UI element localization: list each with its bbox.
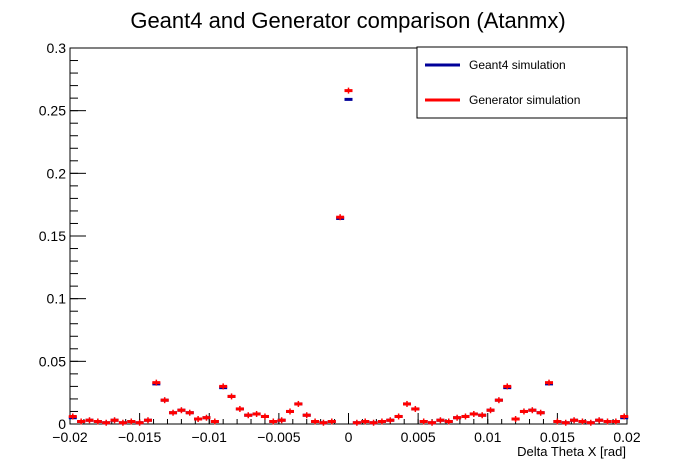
generator-point — [528, 407, 537, 414]
generator-point — [444, 418, 453, 425]
generator-point — [595, 417, 604, 424]
legend-label-geant4: Geant4 simulation — [469, 58, 566, 72]
generator-point — [327, 418, 336, 425]
y-axis: 0 0.05 0.1 0.15 0.2 0.25 0.3 — [39, 40, 86, 432]
x-tick-label: −0.005 — [257, 429, 300, 445]
generator-point — [302, 412, 311, 419]
y-tick-label: 0.1 — [47, 291, 67, 307]
generator-point — [260, 413, 269, 420]
generator-point — [536, 409, 545, 416]
generator-point — [311, 418, 320, 425]
generator-point — [419, 418, 428, 425]
generator-point — [152, 379, 161, 386]
generator-point — [277, 417, 286, 424]
generator-point — [352, 419, 361, 426]
generator-point — [202, 414, 211, 421]
generator-point — [135, 419, 144, 426]
generator-point — [336, 214, 345, 221]
generator-point — [102, 419, 111, 426]
x-tick-label: −0.01 — [192, 429, 228, 445]
y-tick-label: 0.3 — [47, 40, 67, 56]
generator-point — [169, 409, 178, 416]
x-axis: −0.02 −0.015 −0.01 −0.005 0 0.005 0.01 0.015 0.0… — [52, 413, 641, 445]
generator-point — [503, 383, 512, 390]
generator-point — [519, 408, 528, 415]
generator-point — [68, 413, 77, 420]
generator-point — [394, 413, 403, 420]
generator-point — [344, 87, 353, 94]
generator-point — [194, 415, 203, 422]
generator-point — [235, 405, 244, 412]
generator-point — [127, 418, 136, 425]
generator-point — [244, 412, 253, 419]
generator-point — [210, 418, 219, 425]
generator-point — [411, 405, 420, 412]
generator-point — [286, 408, 295, 415]
generator-point — [402, 400, 411, 407]
x-tick-label: −0.015 — [118, 429, 161, 445]
generator-point — [77, 418, 86, 425]
generator-point — [570, 417, 579, 424]
legend: Geant4 simulation Generator simulation — [416, 46, 628, 119]
x-tick-label: 0.015 — [540, 429, 575, 445]
y-tick-label: 0 — [58, 416, 66, 432]
generator-point — [110, 417, 119, 424]
generator-point — [461, 413, 470, 420]
generator-point — [252, 410, 261, 417]
generator-point — [160, 397, 169, 404]
generator-point — [436, 417, 445, 424]
generator-point — [319, 419, 328, 426]
generator-point — [361, 418, 370, 425]
y-tick-label: 0.05 — [39, 353, 66, 369]
generator-point — [294, 400, 303, 407]
plot-area — [68, 87, 629, 426]
legend-label-generator: Generator simulation — [469, 93, 580, 107]
generator-point — [486, 407, 495, 414]
x-tick-label: −0.02 — [52, 429, 88, 445]
chart-title: Geant4 and Generator comparison (Atanmx) — [130, 8, 565, 33]
y-tick-label: 0.25 — [39, 103, 66, 119]
y-tick-label: 0.15 — [39, 228, 66, 244]
generator-point — [428, 419, 437, 426]
generator-point — [578, 418, 587, 425]
generator-point — [469, 410, 478, 417]
generator-point — [377, 418, 386, 425]
generator-point — [386, 417, 395, 424]
x-tick-label: 0.01 — [474, 429, 501, 445]
generator-point — [93, 418, 102, 425]
generator-point — [143, 417, 152, 424]
generator-point — [453, 414, 462, 421]
generator-point — [611, 418, 620, 425]
legend-box — [416, 46, 628, 119]
x-axis-title: Delta Theta X [rad] — [517, 444, 626, 459]
x-tick-label: 0.02 — [613, 429, 640, 445]
generator-point — [118, 419, 127, 426]
generator-point — [177, 407, 186, 414]
x-tick-label: 0 — [345, 429, 353, 445]
generator-point — [511, 415, 520, 422]
generator-point — [369, 419, 378, 426]
y-tick-label: 0.2 — [47, 165, 67, 181]
generator-point — [561, 419, 570, 426]
generator-point — [586, 419, 595, 426]
generator-point — [85, 417, 94, 424]
generator-point — [219, 383, 228, 390]
generator-point — [553, 418, 562, 425]
generator-point — [478, 412, 487, 419]
generator-point — [227, 393, 236, 400]
generator-point — [494, 397, 503, 404]
generator-point — [269, 418, 278, 425]
generator-point — [620, 413, 629, 420]
generator-point — [545, 379, 554, 386]
generator-point — [603, 418, 612, 425]
x-tick-label: 0.005 — [401, 429, 436, 445]
generator-point — [185, 409, 194, 416]
